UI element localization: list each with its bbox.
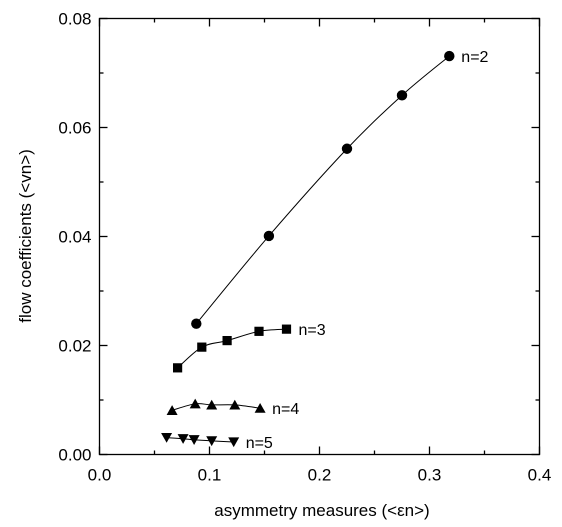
series-markers (161, 50, 455, 448)
data-point-n2 (396, 90, 408, 101)
data-point-n3 (173, 363, 183, 373)
data-point-n2 (341, 143, 353, 154)
data-point-n4 (229, 399, 241, 410)
data-point-n5 (188, 435, 200, 445)
data-point-n3 (197, 342, 207, 352)
x-axis-title: asymmetry measures (<εn>) (214, 501, 429, 520)
data-point-n2 (263, 230, 275, 242)
data-point-n5 (161, 433, 173, 443)
data-point-n2 (444, 50, 455, 62)
data-point-n5 (206, 436, 218, 447)
series-label-n2: n=2 (461, 49, 488, 66)
y-tick-label: 0.04 (58, 228, 91, 247)
y-tick-label: 0.02 (58, 337, 91, 356)
plot-frame (98, 17, 541, 456)
y-tick-label: 0.08 (58, 10, 91, 29)
series-label-n5: n=5 (246, 435, 273, 452)
y-tick-label: 0.00 (58, 446, 91, 465)
series-label-n3: n=3 (299, 322, 326, 339)
x-tick-label: 0.2 (308, 466, 332, 485)
axis-ticks (98, 17, 541, 456)
x-tick-label: 0.0 (88, 466, 112, 485)
series-line-n3 (177, 328, 287, 369)
data-point-n4 (254, 402, 266, 413)
series-lines (166, 55, 450, 443)
data-point-n5 (228, 437, 240, 448)
series-line-n5 (166, 437, 234, 443)
series-labels: n=2 n=3 n=4 n=5 (246, 49, 489, 452)
series-label-n4: n=4 (272, 401, 299, 418)
data-point-n4 (189, 398, 201, 409)
x-tick-label: 0.3 (418, 466, 442, 485)
data-point-n3 (281, 324, 292, 334)
data-point-n2 (191, 318, 202, 329)
data-point-n3 (222, 335, 232, 346)
data-point-n5 (177, 434, 189, 444)
series-line-n2 (195, 55, 450, 325)
data-point-n3 (254, 326, 264, 336)
y-tick-label: 0.06 (58, 119, 91, 138)
x-tick-label: 0.1 (198, 466, 222, 485)
y-axis-title: flow coefficients (<vn>) (16, 149, 35, 323)
data-point-n4 (206, 399, 218, 410)
tick-labels: 0.0 0.1 0.2 0.3 0.4 0.00 0.02 0.04 0.06 0.08 (58, 10, 551, 485)
x-tick-label: 0.4 (528, 466, 552, 485)
data-point-n4 (166, 405, 178, 415)
